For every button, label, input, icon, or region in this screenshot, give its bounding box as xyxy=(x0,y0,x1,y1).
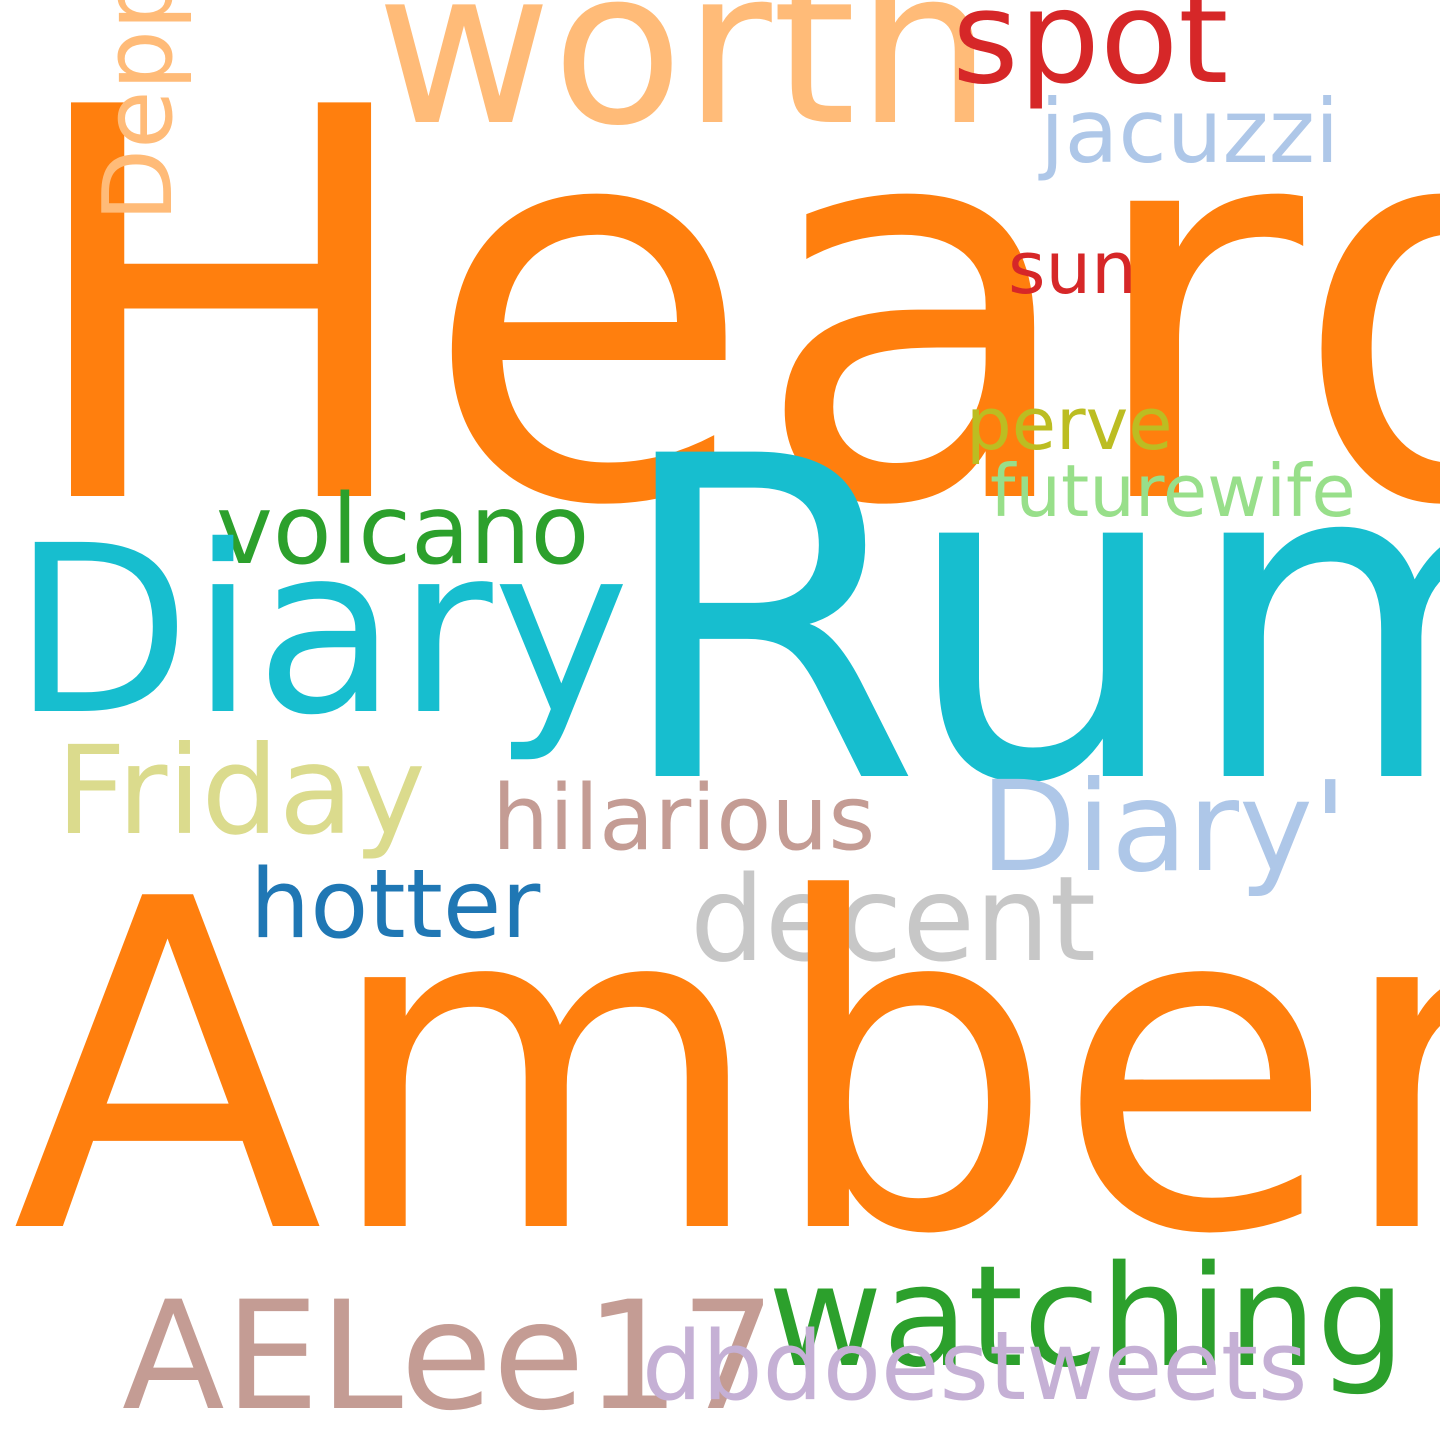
word-hotter: hotter xyxy=(250,850,541,960)
word-amber: Amber xyxy=(12,805,1440,1334)
word-jacuzzi: jacuzzi xyxy=(1040,80,1340,183)
word-depp: Depp xyxy=(84,0,194,222)
word-decent: decent xyxy=(690,850,1097,988)
word-volcano: volcano xyxy=(216,474,590,586)
word-aelee17: AELee17 xyxy=(122,1270,776,1440)
word-sun: sun xyxy=(1008,226,1137,310)
word-perve: perve xyxy=(966,382,1173,466)
word-heard: Heard xyxy=(18,0,1440,624)
word-futurewife: futurewife xyxy=(990,449,1356,533)
word-rum: Rum xyxy=(612,363,1440,881)
word-worth: worth xyxy=(376,0,993,173)
word-friday: Friday xyxy=(56,720,426,862)
word-spot: spot xyxy=(952,0,1229,113)
word-diary-quote: Diary' xyxy=(980,755,1348,900)
word-hilarious: hilarious xyxy=(492,766,876,871)
word-watching: watching xyxy=(768,1236,1406,1399)
word-diary: Diary xyxy=(12,496,630,766)
word-dbdoestweets: dbdoestweets xyxy=(642,1312,1308,1422)
